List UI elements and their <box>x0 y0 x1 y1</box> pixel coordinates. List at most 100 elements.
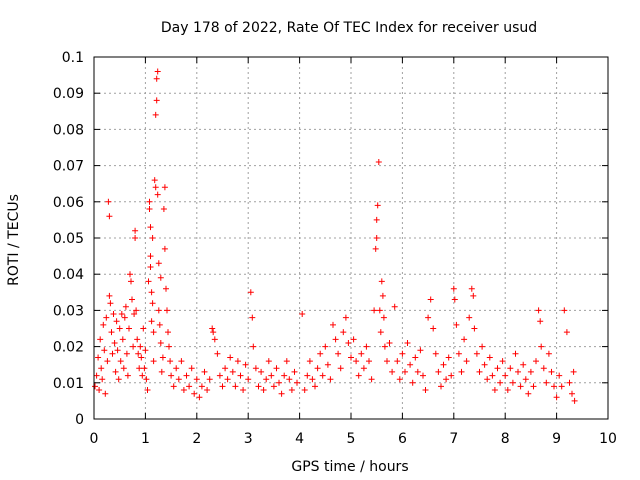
data-point <box>379 292 386 299</box>
data-point <box>100 321 107 328</box>
x-tick-label: 9 <box>552 431 561 447</box>
data-point <box>105 198 112 205</box>
data-point <box>126 325 132 332</box>
data-point <box>512 350 519 357</box>
data-point <box>148 318 155 325</box>
data-point <box>265 358 272 365</box>
data-point <box>427 296 434 303</box>
data-point <box>137 343 144 350</box>
data-point <box>157 340 164 346</box>
data-point <box>360 365 367 372</box>
data-point <box>214 350 221 357</box>
data-point <box>507 365 514 372</box>
data-point <box>116 325 123 332</box>
data-point <box>389 368 396 375</box>
data-point <box>101 347 108 354</box>
data-point <box>165 329 171 336</box>
data-point <box>515 368 521 375</box>
x-tick-label: 5 <box>347 431 356 447</box>
data-point <box>119 336 126 343</box>
data-point <box>180 387 187 393</box>
data-point <box>166 343 172 350</box>
data-point <box>414 368 421 375</box>
data-point <box>538 343 545 350</box>
data-point <box>132 227 139 234</box>
data-point <box>152 111 159 118</box>
data-point <box>304 372 311 379</box>
data-point <box>209 325 216 332</box>
data-point <box>153 97 160 104</box>
data-point <box>473 350 480 357</box>
data-point <box>348 354 354 361</box>
data-point <box>525 390 532 397</box>
data-point <box>121 314 128 321</box>
y-tick-label: 0.05 <box>53 231 84 247</box>
data-point <box>158 368 165 375</box>
data-point <box>237 372 244 379</box>
data-point <box>92 383 98 390</box>
data-point <box>206 376 213 383</box>
data-point <box>527 368 534 375</box>
data-point <box>417 347 424 354</box>
data-point <box>571 397 578 404</box>
data-point <box>422 387 429 393</box>
y-tick-label: 0 <box>75 412 84 428</box>
data-point <box>138 354 145 361</box>
data-point <box>468 285 475 292</box>
y-tick-label: 0.1 <box>62 50 84 66</box>
data-point <box>355 372 362 379</box>
data-point <box>111 340 118 346</box>
data-point <box>132 235 139 241</box>
data-point <box>412 354 419 361</box>
data-point <box>117 358 124 365</box>
data-point <box>327 376 334 383</box>
data-point <box>494 365 501 372</box>
data-point <box>115 376 122 383</box>
data-point <box>563 329 570 336</box>
data-point <box>201 368 208 375</box>
data-point <box>145 278 152 285</box>
data-point <box>569 390 575 397</box>
data-point <box>222 365 229 372</box>
y-tick-label: 0.03 <box>53 303 84 319</box>
data-point <box>466 314 473 321</box>
data-point <box>445 354 452 361</box>
data-point <box>384 358 390 365</box>
y-tick-label: 0.07 <box>53 159 84 175</box>
data-point <box>120 365 127 372</box>
data-point <box>491 387 498 393</box>
data-point <box>134 336 141 343</box>
data-point <box>95 354 102 361</box>
data-point <box>399 350 406 357</box>
data-point <box>404 340 411 346</box>
data-point <box>234 358 241 365</box>
data-point <box>486 354 493 361</box>
data-point <box>183 372 190 379</box>
data-point <box>294 379 300 386</box>
y-axis-label: ROTI / TECUs <box>6 194 22 286</box>
data-point <box>252 365 259 372</box>
data-point <box>502 372 509 379</box>
data-point <box>520 361 527 368</box>
data-point <box>319 372 326 379</box>
data-point <box>509 379 516 386</box>
y-tick-label: 0.01 <box>53 376 84 392</box>
data-point <box>150 329 157 336</box>
data-point <box>283 358 290 365</box>
data-point <box>229 368 236 375</box>
y-tick-label: 0.08 <box>53 122 84 138</box>
data-point <box>301 387 308 393</box>
data-point <box>156 321 163 328</box>
data-point <box>358 350 365 357</box>
data-point <box>114 347 121 354</box>
data-point <box>558 383 565 390</box>
data-point <box>517 383 524 390</box>
data-point <box>93 372 100 379</box>
data-point <box>309 376 316 383</box>
data-point <box>530 383 537 390</box>
data-point <box>161 184 168 191</box>
data-point <box>133 307 140 314</box>
data-point <box>322 343 329 350</box>
data-point <box>345 340 352 346</box>
data-point <box>476 368 483 375</box>
